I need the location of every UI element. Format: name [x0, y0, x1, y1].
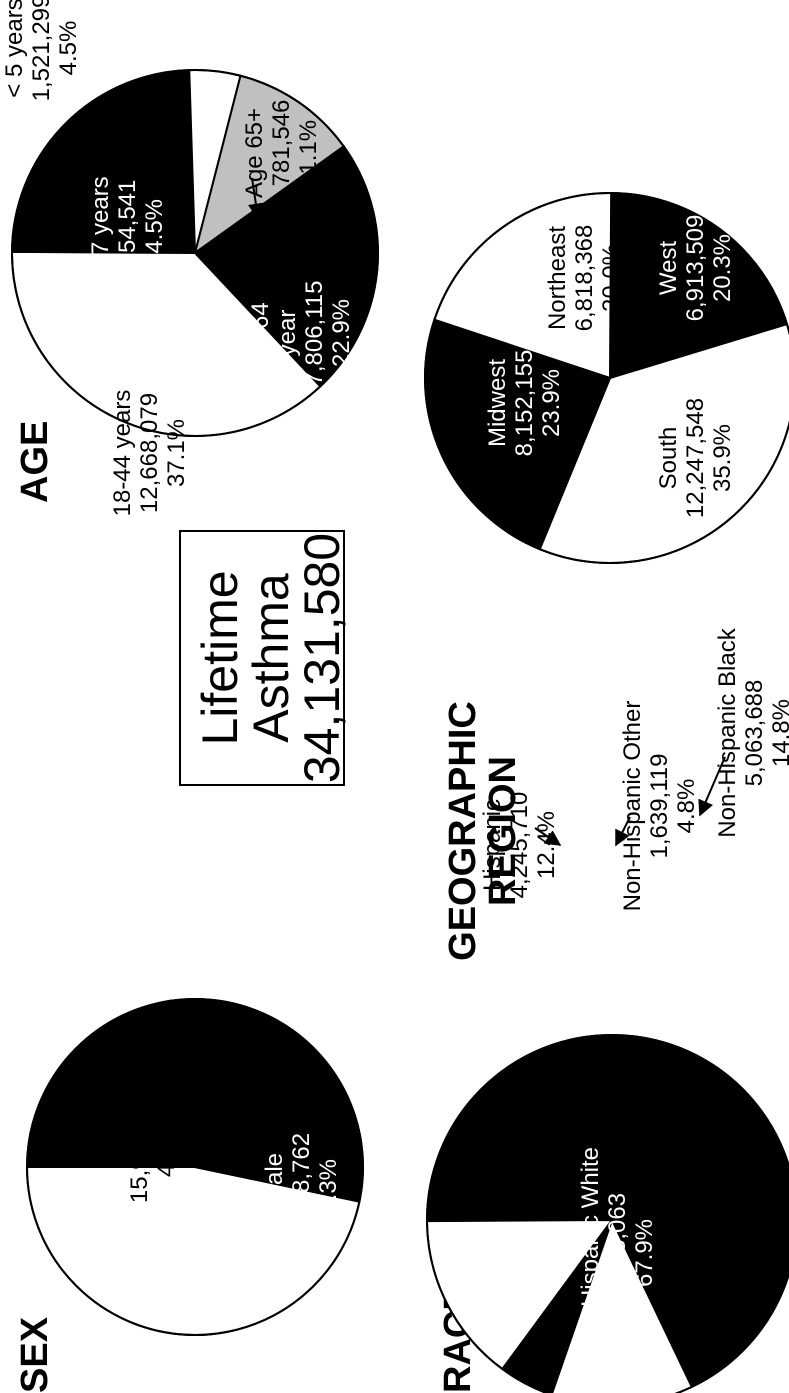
label-midwest-line: 8,152,155 — [511, 350, 538, 457]
label-west: West6,913,50920.3% — [655, 215, 736, 322]
label-female-line: Female — [261, 1153, 288, 1233]
label-5-17-years-line: 5-17 years — [87, 176, 114, 289]
label-5-17-years: 5-17 years8,354,54124.5% — [87, 176, 168, 289]
label-female-line: 53.3% — [315, 1159, 342, 1227]
label-west-line: West — [655, 241, 682, 296]
label-non-hispanic-white-line: Non-Hispanic White — [577, 1147, 604, 1359]
arrow-hispanic — [534, 827, 562, 846]
label-5-17-years-line: 24.5% — [141, 199, 168, 267]
label-45-64-year-line: 22.9% — [328, 299, 355, 367]
arrow-non-hispanic-black — [698, 756, 726, 817]
arrow-5-years — [147, 117, 166, 149]
label-non-hispanic-black-outside-line: 14.8% — [768, 699, 789, 767]
label-non-hispanic-black-outside-line: Non-Hispanic Black — [714, 627, 741, 837]
box-line-2: Asthma — [243, 573, 299, 743]
label-5-years-outside-line: 1,521,299 — [28, 0, 55, 101]
label-non-hispanic-black-outside-line: 5,063,688 — [741, 680, 768, 787]
label-female-line: 18,178,762 — [288, 1133, 315, 1253]
label-45-64-year-line: year — [274, 310, 301, 357]
label-male-line: Male — [99, 1117, 126, 1169]
age-pie — [10, 69, 379, 437]
geo-pie — [424, 191, 789, 564]
label-5-years-outside: < 5 years1,521,2994.5% — [1, 0, 82, 101]
pie-outline — [26, 998, 364, 1336]
label-non-hispanic-black-outside: Non-Hispanic Black5,063,68814.8% — [714, 627, 789, 837]
label-south-line: 12,247,548 — [682, 398, 709, 518]
box-line-3: 34,131,580 — [294, 533, 350, 783]
label-non-hispanic-white-line: 67.9% — [631, 1219, 658, 1287]
label-south-line: 35.9% — [709, 424, 736, 492]
label-non-hispanic-other-outside-line: 1,639,119 — [646, 754, 673, 859]
sex-title: SEX — [14, 1316, 56, 1393]
label-male: Male15,952,81846.7% — [99, 1083, 180, 1203]
label-male-line: 15,952,818 — [126, 1083, 153, 1203]
label-45-64-year: 45-64year7,806,11522.9% — [247, 281, 355, 386]
arrow-age-65 — [247, 177, 264, 220]
label-northeast-line: Northeast — [544, 226, 571, 330]
label-45-64-year-line: 7,806,115 — [301, 281, 328, 386]
label-hispanic-outside-line: Hispanic — [479, 799, 506, 891]
label-non-hispanic-white-line: 23,183,063 — [604, 1193, 631, 1313]
age-title: AGE — [14, 421, 56, 503]
sex-pie — [25, 998, 364, 1336]
label-hispanic-outside-line: 12.4% — [533, 811, 560, 879]
outside-labels: Male15,952,81846.7% Female18,178,76253.3%… — [1, 0, 789, 1359]
label-non-hispanic-white: Non-Hispanic White23,183,06367.9% — [577, 1147, 658, 1359]
label-midwest-line: Midwest — [484, 359, 511, 447]
pie-outline — [11, 69, 379, 437]
label-5-years-outside-line: 4.5% — [55, 21, 82, 76]
label-south: South12,247,54835.9% — [655, 398, 736, 518]
pie-outline — [424, 192, 789, 564]
geo-title-line-2: REGION — [482, 756, 524, 906]
arrow-non-hispanic-other — [615, 816, 631, 847]
label-non-hispanic-other-outside-line: Non-Hispanic Other — [619, 701, 646, 912]
label-age-65-outside-line: 3,781,546 — [268, 100, 295, 207]
label-18-44-years: 18-44 years12,668,07937.1% — [109, 390, 190, 517]
label-non-hispanic-other-outside-line: 4.8% — [673, 779, 700, 834]
label-18-44-years-line: 12,668,079 — [136, 393, 163, 513]
label-west-line: 20.3% — [709, 234, 736, 302]
lifetime-asthma-box: Lifetime Asthma 34,131,580 — [179, 530, 350, 786]
label-hispanic-outside: Hispanic4,245,71012.4% — [479, 792, 560, 899]
label-18-44-years-line: 37.1% — [163, 419, 190, 487]
label-45-64-year-line: 45-64 — [247, 302, 274, 363]
label-5-years-outside-line: < 5 years — [1, 0, 28, 98]
pie-outline — [426, 1034, 789, 1393]
label-west-line: 6,913,509 — [682, 215, 709, 322]
label-age-65-outside: Age 65+3,781,54611.1% — [241, 100, 322, 207]
label-female: Female18,178,76253.3% — [261, 1133, 342, 1253]
label-midwest: Midwest8,152,15523.9% — [484, 350, 565, 457]
label-northeast-line: 20.0% — [598, 244, 625, 312]
label-hispanic-outside-line: 4,245,710 — [506, 792, 533, 899]
label-midwest-line: 23.9% — [538, 369, 565, 437]
race-pie — [425, 1034, 789, 1393]
label-non-hispanic-other-outside: Non-Hispanic Other1,639,1194.8% — [619, 701, 700, 912]
label-5-17-years-line: 8,354,541 — [114, 180, 141, 287]
label-age-65-outside-line: 11.1% — [295, 120, 322, 186]
label-south-line: South — [655, 427, 682, 490]
label-northeast: Northeast6,818,36820.0% — [544, 225, 625, 332]
geo-title-line-1: GEOGRAPHIC — [442, 701, 484, 961]
label-18-44-years-line: 18-44 years — [109, 390, 136, 517]
label-northeast-line: 6,818,368 — [571, 225, 598, 332]
label-male-line: 46.7% — [153, 1109, 180, 1177]
label-age-65-outside-line: Age 65+ — [241, 108, 268, 198]
box-line-1: Lifetime — [192, 570, 248, 745]
